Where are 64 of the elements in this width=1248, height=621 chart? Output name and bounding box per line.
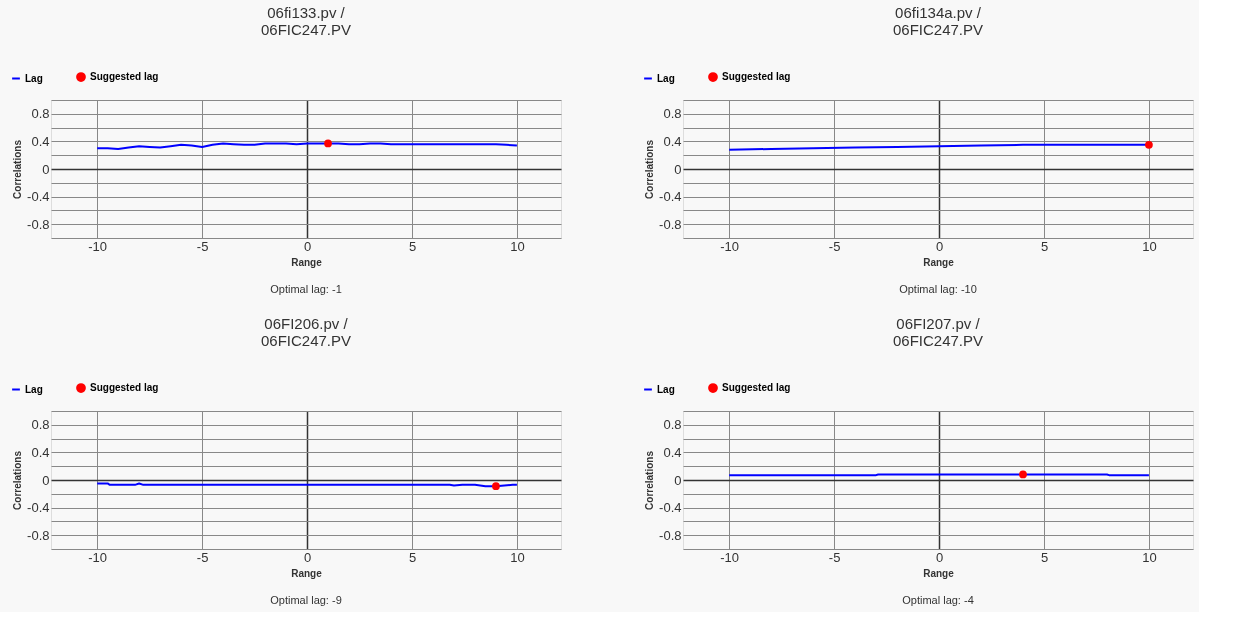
x-tick-label: -10	[720, 549, 740, 565]
x-tick-label: 0	[303, 549, 312, 565]
y-tick-label: 0	[674, 472, 682, 488]
x-tick-label: -10	[720, 238, 740, 254]
y-tick-label: -0.4	[659, 189, 682, 205]
y-tick-label: 0.8	[663, 106, 682, 122]
y-axis-title: Correlations	[644, 139, 656, 199]
chart-title: 06fi133.pv / 06FIC247.PV	[260, 4, 352, 38]
x-tick-label: -10	[88, 549, 108, 565]
y-tick-label: 0.8	[31, 417, 50, 433]
y-axis-title: Correlations	[644, 450, 656, 510]
y-tick-label: 0.8	[663, 417, 682, 433]
y-tick-label: -0.8	[27, 216, 50, 232]
y-tick-label: 0	[42, 161, 50, 177]
legend-label: Suggested lag	[90, 71, 159, 83]
x-tick-label: 0	[935, 549, 944, 565]
x-tick-label: 10	[1142, 549, 1157, 565]
x-axis-title: Range	[291, 256, 323, 268]
x-tick-label: 5	[1040, 549, 1049, 565]
y-tick-label: 0.4	[663, 133, 682, 149]
x-tick-label: -10	[88, 238, 108, 254]
x-tick-label: 10	[1142, 238, 1157, 254]
x-tick-label: 0	[303, 238, 312, 254]
x-tick-label: 0	[935, 238, 944, 254]
chart-title: 06FI206.pv / 06FIC247.PV	[260, 315, 352, 349]
legend-label: Lag	[657, 383, 675, 395]
x-axis-title: Range	[291, 567, 323, 579]
y-tick-label: 0	[42, 472, 50, 488]
x-tick-label: -5	[196, 549, 209, 565]
y-tick-label: -0.4	[659, 500, 682, 516]
x-tick-label: 5	[408, 238, 417, 254]
y-tick-label: 0.4	[663, 444, 682, 460]
y-tick-label: 0	[674, 161, 682, 177]
y-tick-label: -0.4	[27, 500, 50, 516]
legend-label: Lag	[25, 72, 43, 84]
y-tick-label: 0.4	[31, 133, 50, 149]
x-tick-label: 5	[408, 549, 417, 565]
chart-title: 06fi134a.pv / 06FIC247.PV	[892, 4, 984, 38]
x-axis-title: Range	[923, 567, 955, 579]
y-tick-label: 0.4	[31, 444, 50, 460]
legend-label: Suggested lag	[90, 382, 159, 394]
x-axis-title: Range	[923, 256, 955, 268]
x-tick-label: -5	[828, 549, 841, 565]
text: Optimal lag: -4	[902, 594, 974, 606]
y-tick-label: 0.8	[31, 106, 50, 122]
legend-label: Lag	[657, 72, 675, 84]
text: Optimal lag: -9	[270, 594, 342, 606]
x-tick-label: 10	[510, 549, 525, 565]
y-tick-label: -0.8	[27, 527, 50, 543]
text: Optimal lag: -10	[899, 283, 977, 295]
y-tick-label: -0.8	[659, 216, 682, 232]
text: Optimal lag: -1	[270, 283, 342, 295]
legend-label: Suggested lag	[722, 71, 791, 83]
y-tick-label: -0.4	[27, 189, 50, 205]
y-axis-title: Correlations	[12, 139, 24, 199]
legend-label: Lag	[25, 383, 43, 395]
legend-label: Suggested lag	[722, 382, 791, 394]
y-axis-title: Correlations	[12, 450, 24, 510]
x-tick-label: 10	[510, 238, 525, 254]
x-tick-label: 5	[1040, 238, 1049, 254]
x-tick-label: -5	[196, 238, 209, 254]
chart-title: 06FI207.pv / 06FIC247.PV	[892, 315, 984, 349]
y-tick-label: -0.8	[659, 527, 682, 543]
x-tick-label: -5	[828, 238, 841, 254]
